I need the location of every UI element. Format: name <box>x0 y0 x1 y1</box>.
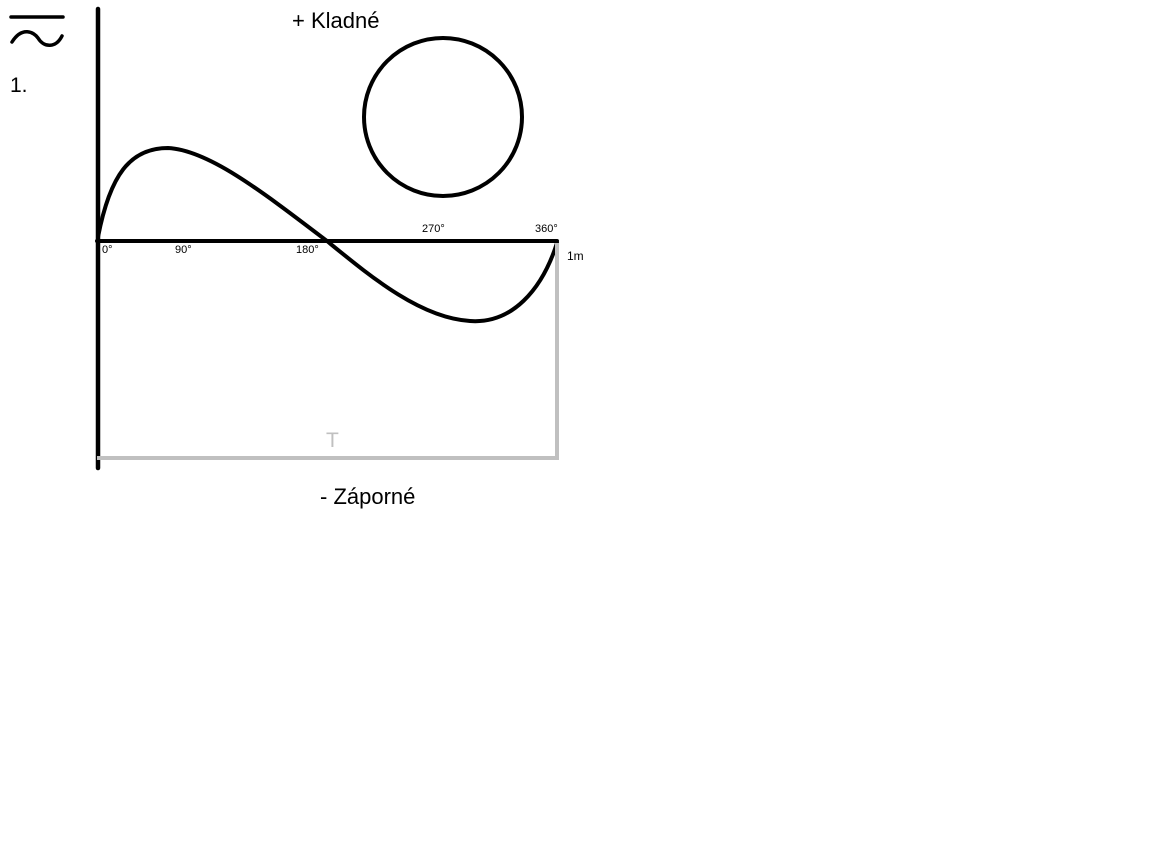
amplitude-label: 1m <box>567 249 584 263</box>
sine-wave-curve <box>96 146 559 324</box>
step-number: 1. <box>10 74 28 97</box>
positive-half-label: + Kladné <box>292 8 380 33</box>
period-label: T <box>326 429 339 452</box>
tick-label-180: 180° <box>296 244 319 256</box>
tick-label-360: 360° <box>535 223 558 235</box>
tick-label-270: 270° <box>422 223 445 235</box>
negative-half-label: - Záporné <box>320 484 416 509</box>
tick-label-90: 90° <box>175 244 192 256</box>
tick-label-0: 0° <box>102 244 113 256</box>
alternating-current-icon <box>9 15 65 47</box>
circle-shape <box>362 36 524 198</box>
